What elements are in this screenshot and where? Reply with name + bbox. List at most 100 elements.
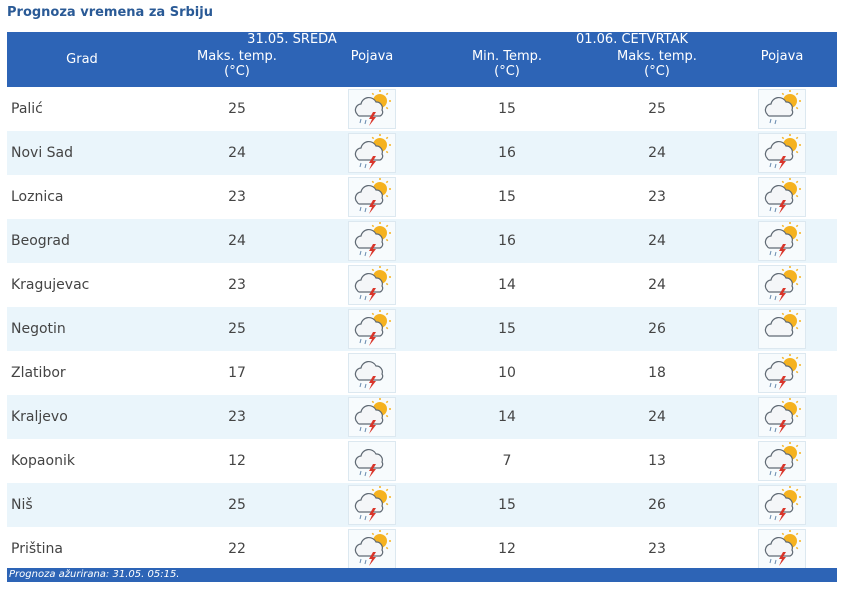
- table-row: Loznica 23 15 23: [7, 175, 837, 219]
- day2-max-temp: 24: [587, 219, 727, 263]
- forecast-table: Grad 31.05. SREDA 01.06. ČETVRTAK Maks. …: [7, 32, 838, 571]
- day1-max-temp: 24: [157, 131, 317, 175]
- sun-cloud-storm-icon: [348, 177, 396, 217]
- table-row: Kragujevac 23 14 24: [7, 263, 837, 307]
- day2-min-temp: 15: [498, 189, 516, 205]
- day2-max-temp: 24: [587, 131, 727, 175]
- day2-max-temp: 18: [648, 365, 666, 381]
- day1-max-temp: 22: [228, 541, 246, 557]
- forecast-updated-footer: Prognoza ažurirana: 31.05. 05:15.: [7, 568, 837, 582]
- day1-weather: [317, 175, 427, 219]
- day2-min-temp: 14: [498, 277, 516, 293]
- day1-max-temp: 17: [228, 365, 246, 381]
- page-title: Prognoza vremena za Srbiju: [7, 5, 213, 20]
- city-name: Zlatibor: [11, 365, 66, 381]
- day2-weather: [727, 307, 838, 351]
- table-row: Kraljevo 23 14 24: [7, 395, 838, 439]
- day1-weather: [317, 439, 427, 483]
- day2-weather: [727, 87, 837, 131]
- sun-cloud-storm-icon: [348, 89, 396, 129]
- day2-max-temp: 13: [648, 453, 666, 469]
- day1-max-temp: 25: [157, 483, 317, 527]
- table-row: Beograd 24 16 24: [7, 219, 838, 263]
- day1-max-temp: 23: [228, 189, 246, 205]
- day2-min-temp: 14: [427, 395, 587, 439]
- day2-header: 01.06. ČETVRTAK: [427, 32, 838, 49]
- day2-weather: [727, 439, 837, 483]
- day1-weather: [317, 307, 427, 351]
- city-name: Priština: [11, 541, 63, 557]
- sun-cloud-storm-icon: [758, 397, 806, 437]
- day2-weather: [727, 175, 837, 219]
- sun-cloud-storm-icon: [348, 397, 396, 437]
- column-header-city: Grad: [7, 32, 157, 87]
- day2-weather: [727, 263, 837, 307]
- city-name: Negotin: [7, 307, 157, 351]
- day2-max-temp: 26: [587, 483, 727, 527]
- column-header-day1-weather: Pojava: [317, 49, 427, 87]
- table-row: Negotin 25 15 26: [7, 307, 838, 351]
- table-row: Niš 25 15 26: [7, 483, 838, 527]
- sun-cloud-storm-icon: [758, 133, 806, 173]
- day1-max-temp: 23: [157, 395, 317, 439]
- table-row: Novi Sad 24 16 24: [7, 131, 838, 175]
- city-name: Palić: [11, 101, 43, 117]
- day1-max-temp: 25: [228, 101, 246, 117]
- sun-cloud-storm-icon: [758, 221, 806, 261]
- sun-cloud-storm-icon: [758, 529, 806, 569]
- sun-cloud-storm-icon: [758, 485, 806, 525]
- day1-weather: [317, 87, 427, 131]
- day1-weather: [317, 351, 427, 395]
- day1-max-temp: 23: [228, 277, 246, 293]
- cloud-storm-icon: [348, 441, 396, 481]
- column-header-day2-min: Min. Temp. (°C): [427, 49, 587, 87]
- day2-min-temp: 15: [427, 483, 587, 527]
- table-row: Palić 25 15 25: [7, 87, 837, 131]
- day1-weather: [317, 527, 427, 571]
- day2-weather: [727, 131, 838, 175]
- day2-min-temp: 16: [427, 219, 587, 263]
- sun-cloud-storm-icon: [758, 177, 806, 217]
- sun-cloud-storm-icon: [758, 265, 806, 305]
- column-header-day2-weather: Pojava: [727, 49, 838, 87]
- day2-weather: [727, 483, 838, 527]
- day1-weather: [317, 395, 427, 439]
- sun-cloud-storm-icon: [348, 529, 396, 569]
- day2-min-temp: 16: [427, 131, 587, 175]
- day2-weather: [727, 527, 837, 571]
- day2-max-temp: 24: [587, 395, 727, 439]
- day1-weather: [317, 219, 427, 263]
- day2-min-temp: 7: [502, 453, 512, 469]
- day2-max-temp: 26: [587, 307, 727, 351]
- day1-weather: [317, 131, 427, 175]
- day2-weather: [727, 351, 837, 395]
- day1-max-temp: 12: [228, 453, 246, 469]
- table-row: Zlatibor 17 10 18: [7, 351, 837, 395]
- city-name: Kraljevo: [7, 395, 157, 439]
- cloud-storm-icon: [348, 353, 396, 393]
- sun-cloud-icon: [758, 309, 806, 349]
- day2-min-temp: 15: [427, 307, 587, 351]
- day1-max-temp: 24: [157, 219, 317, 263]
- city-name: Niš: [7, 483, 157, 527]
- city-name: Loznica: [11, 189, 64, 205]
- sun-cloud-rain-icon: [758, 89, 806, 129]
- table-row: Priština 22 12 23: [7, 527, 837, 571]
- city-name: Kopaonik: [11, 453, 75, 469]
- table-row: Kopaonik 12 7 13: [7, 439, 837, 483]
- sun-cloud-storm-icon: [348, 221, 396, 261]
- sun-cloud-storm-icon: [348, 309, 396, 349]
- footer-timestamp: 31.05. 05:15.: [112, 569, 180, 580]
- day2-max-temp: 23: [648, 541, 666, 557]
- city-name: Beograd: [7, 219, 157, 263]
- day2-min-temp: 10: [498, 365, 516, 381]
- day2-min-temp: 12: [498, 541, 516, 557]
- footer-label: Prognoza ažurirana:: [9, 569, 110, 580]
- day2-min-temp: 15: [498, 101, 516, 117]
- day2-max-temp: 24: [648, 277, 666, 293]
- column-header-day2-max: Maks. temp. (°C): [587, 49, 727, 87]
- day1-weather: [317, 483, 427, 527]
- day1-weather: [317, 263, 427, 307]
- day2-max-temp: 23: [648, 189, 666, 205]
- sun-cloud-storm-icon: [348, 265, 396, 305]
